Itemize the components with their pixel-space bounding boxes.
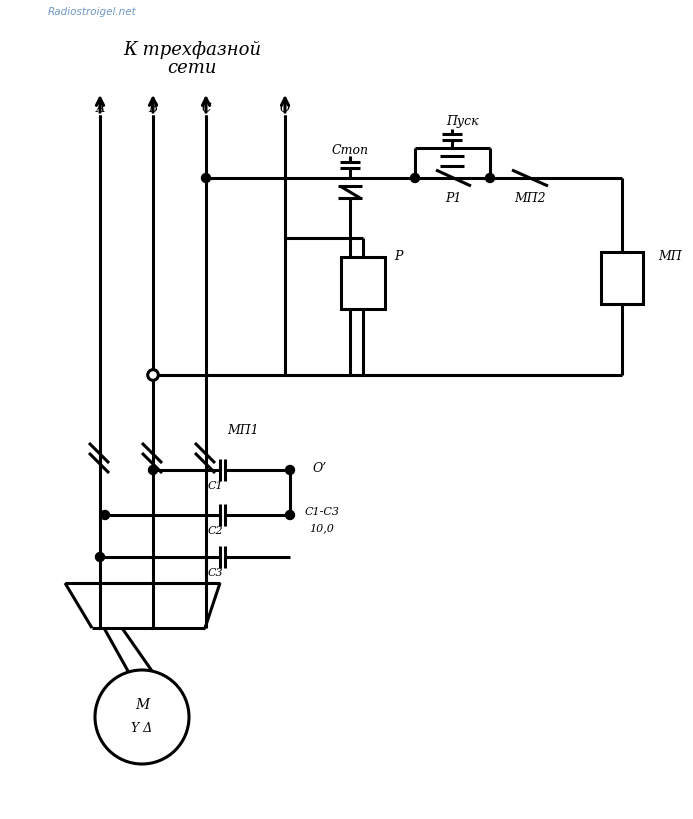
Text: Стоп: Стоп <box>331 143 369 156</box>
Text: Пуск: Пуск <box>446 115 478 129</box>
Text: А: А <box>95 102 105 115</box>
Text: С1: С1 <box>207 481 223 491</box>
Text: 10,0: 10,0 <box>310 523 335 533</box>
Text: МП2: МП2 <box>514 192 546 205</box>
Circle shape <box>286 510 295 519</box>
Text: МП: МП <box>658 250 682 263</box>
Circle shape <box>202 174 211 183</box>
Text: М: М <box>135 698 149 712</box>
Circle shape <box>95 670 189 764</box>
Text: Р1: Р1 <box>445 192 461 205</box>
Circle shape <box>148 465 157 474</box>
Text: МП1: МП1 <box>227 423 258 437</box>
Bar <box>341 257 385 309</box>
Text: сети: сети <box>167 59 217 77</box>
Text: Р: Р <box>394 250 402 263</box>
Circle shape <box>410 174 419 183</box>
Text: О’: О’ <box>313 461 327 474</box>
Text: В: В <box>148 102 157 115</box>
Circle shape <box>100 510 109 519</box>
Text: С2: С2 <box>207 526 223 536</box>
Bar <box>601 252 643 304</box>
Text: Υ Δ: Υ Δ <box>132 722 152 735</box>
Text: К трехфазной: К трехфазной <box>123 41 261 59</box>
Circle shape <box>148 370 157 379</box>
Text: С1-С3: С1-С3 <box>304 507 340 517</box>
Text: С: С <box>201 102 211 115</box>
Circle shape <box>286 465 295 474</box>
Circle shape <box>486 174 495 183</box>
Circle shape <box>96 553 105 562</box>
Text: О: О <box>280 102 290 115</box>
Text: С3: С3 <box>207 568 223 578</box>
Text: Radiostroigel.net: Radiostroigel.net <box>48 7 137 17</box>
